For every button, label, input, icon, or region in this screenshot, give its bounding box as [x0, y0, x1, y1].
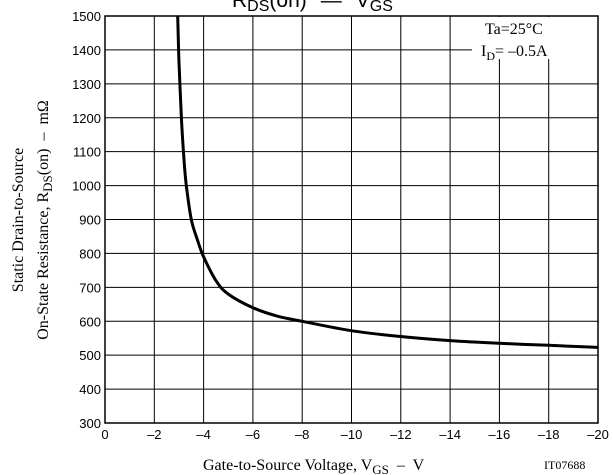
chart-title: RDS(on) — VGS: [232, 0, 393, 15]
x-axis-label-subscript: GS: [372, 462, 389, 475]
y-tick-label: 600: [79, 314, 101, 329]
x-axis-label-main: Gate-to-Source Voltage, V: [203, 457, 373, 474]
series-point: [227, 293, 230, 295]
annotation-d-subscript: D: [486, 49, 495, 63]
x-tick-label: –20: [587, 427, 609, 442]
x-tick-label: 0: [101, 427, 108, 442]
y-tick-label: 700: [79, 280, 101, 295]
y-tick-label: 800: [79, 246, 101, 261]
title-ds-subscript: DS: [247, 0, 269, 15]
y-tick-label: 1200: [72, 111, 101, 126]
y-axis-label-unit: (on) – mΩ: [35, 100, 52, 175]
series-point: [276, 315, 279, 318]
title-dash: —: [321, 0, 342, 12]
annotation-temperature: Ta=25°C: [485, 21, 543, 38]
series-point: [301, 320, 304, 323]
y-axis-label-main: On-State Resistance, R: [35, 192, 52, 340]
y-tick-label: 1400: [72, 43, 101, 58]
annotation-current: ID= –0.5A: [481, 43, 548, 63]
x-tick-label: –18: [538, 427, 560, 442]
x-tick-label: –16: [489, 427, 511, 442]
series-curve: [176, 15, 599, 349]
y-tick-label: 1100: [73, 145, 101, 160]
title-gs-subscript: GS: [370, 0, 393, 15]
title-on: (on): [269, 0, 306, 12]
series-point: [202, 255, 205, 258]
x-tick-label: –10: [341, 427, 363, 442]
y-tick-label: 1300: [72, 77, 101, 92]
series-point: [400, 335, 402, 338]
x-tick-label: –2: [147, 427, 161, 442]
annotation-i: I: [481, 43, 486, 60]
x-tick-labels: 0 –2 –4 –6 –8 –10 –12 –14 –16 –18 –20: [101, 427, 608, 442]
title-r: R: [232, 0, 247, 12]
x-tick-label: –14: [439, 427, 461, 442]
y-tick-label: 1500: [72, 9, 101, 24]
annotation-value: = –0.5A: [495, 43, 548, 60]
y-tick-labels: 300 400 500 600 700 800 900 1000 1100 1200 1300 140…: [72, 9, 101, 431]
annotation-box: [472, 17, 600, 59]
y-tick-label: 900: [79, 213, 101, 228]
x-axis-label: Gate-to-Source Voltage, VGS – V: [203, 457, 425, 475]
x-axis-label-unit: – V: [389, 457, 425, 474]
y-axis-label-line2: On-State Resistance, RDS(on) – mΩ: [35, 100, 55, 340]
series-point: [180, 117, 183, 119]
figure-code: IT07688: [544, 458, 585, 472]
series-point: [498, 342, 501, 345]
y-tick-label: 500: [79, 348, 101, 363]
y-tick-label: 300: [79, 416, 101, 431]
x-tick-label: –6: [246, 427, 260, 442]
series-point: [449, 339, 451, 342]
series-point: [252, 306, 254, 309]
x-tick-label: –12: [390, 427, 412, 442]
series-point: [196, 239, 199, 241]
series-point: [178, 59, 180, 61]
series-point: [190, 218, 193, 221]
y-axis-label-line1: Static Drain-to-Source: [10, 148, 27, 292]
series-point: [215, 279, 217, 282]
y-tick-label: 400: [79, 382, 101, 397]
y-axis-label-subscript: DS: [40, 175, 55, 192]
x-tick-label: –8: [295, 427, 309, 442]
series-points: [176, 15, 599, 349]
title-v: V: [356, 0, 370, 12]
series-point: [185, 184, 188, 187]
x-tick-label: –4: [196, 427, 210, 442]
y-tick-label: 1000: [72, 179, 101, 194]
series-point: [350, 329, 353, 332]
plot-frame: [104, 15, 599, 424]
series-point: [183, 157, 185, 160]
series-point: [547, 344, 550, 347]
